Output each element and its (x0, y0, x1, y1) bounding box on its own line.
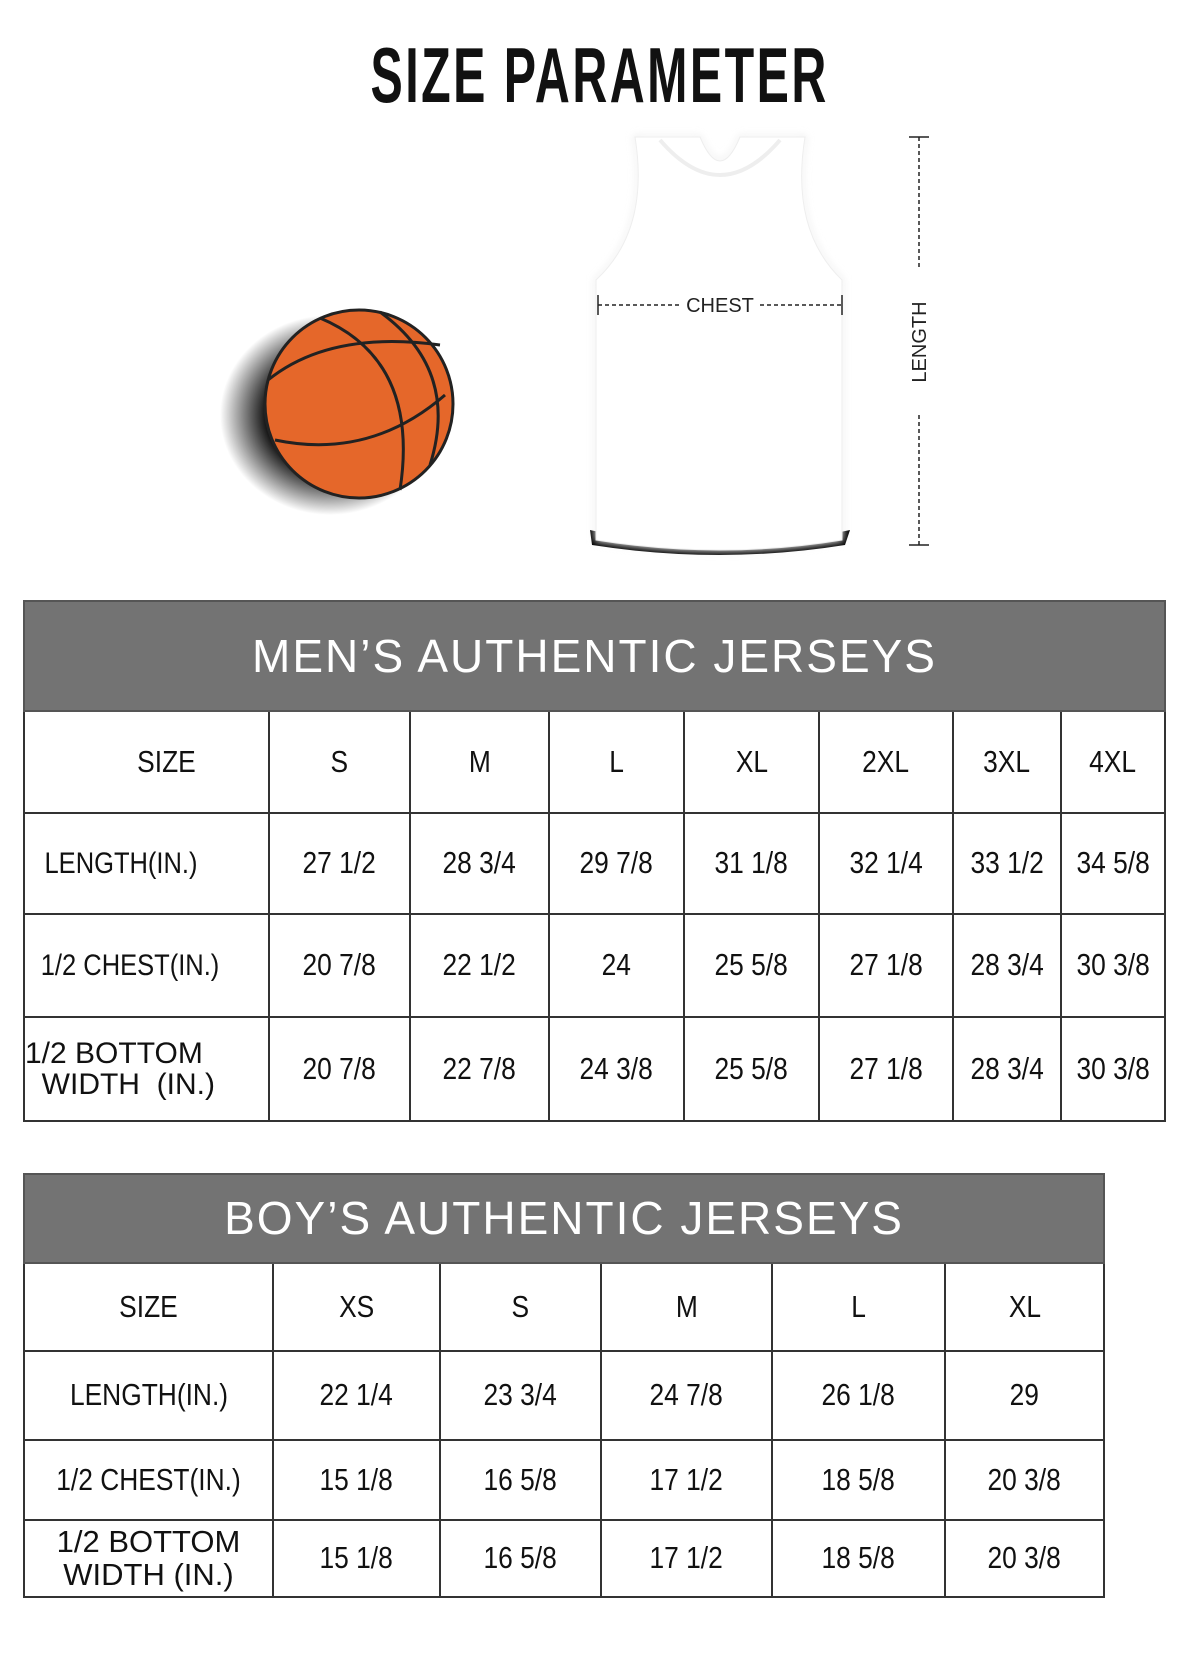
page-title: SIZE PARAMETER (370, 31, 830, 119)
header-cell: L (771, 1262, 946, 1352)
table-cell: 30 3/8 (1060, 913, 1166, 1018)
header-cell: 3XL (952, 710, 1062, 814)
table-cell: 22 1/4 (272, 1350, 441, 1441)
header-cell: XL (943, 1262, 1106, 1352)
table-cell: 26 1/8 (771, 1350, 946, 1441)
table-row: 1/2 BOTTOM WIDTH (IN.) 15 1/8 16 5/8 17 1… (23, 1519, 1106, 1598)
header-cell: L (548, 710, 685, 814)
table-cell: 17 1/2 (600, 1439, 773, 1521)
basketball-icon (220, 308, 455, 515)
header-cell: SIZE (23, 1262, 274, 1352)
table-cell: 34 5/8 (1060, 812, 1166, 915)
row-label: LENGTH(IN.) (23, 812, 270, 915)
table-cell: 30 3/8 (1060, 1016, 1166, 1122)
table-cell: 18 5/8 (771, 1519, 946, 1598)
table-cell: 22 7/8 (409, 1016, 550, 1122)
header-cell: SIZE (23, 710, 270, 814)
table-cell: 27 1/8 (818, 1016, 954, 1122)
boys-size-table: BOY’S AUTHENTIC JERSEYS SIZE XS S M L XL… (22, 1173, 1106, 1598)
boys-table-title: BOY’S AUTHENTIC JERSEYS (22, 1173, 1106, 1264)
header-cell: XS (272, 1262, 441, 1352)
table-row: 1/2 CHEST(IN.) 15 1/8 16 5/8 17 1/2 18 5… (23, 1439, 1106, 1521)
row-label: 1/2 BOTTOM WIDTH (IN.) (23, 1519, 274, 1598)
table-cell: 23 3/4 (439, 1350, 602, 1441)
table-cell: 20 7/8 (268, 913, 411, 1018)
row-label: 1/2 CHEST(IN.) (23, 1439, 274, 1521)
table-cell: 25 5/8 (683, 913, 820, 1018)
table-cell: 20 3/8 (943, 1519, 1106, 1598)
table-cell: 24 (548, 913, 685, 1018)
chest-measure: CHEST (597, 295, 843, 317)
table-cell: 31 1/8 (683, 812, 820, 915)
table-cell: 27 1/2 (268, 812, 411, 915)
jersey-icon (590, 136, 850, 555)
header-cell: 2XL (818, 710, 954, 814)
table-cell: 18 5/8 (771, 1439, 946, 1521)
table-row: 1/2 CHEST(IN.) 20 7/8 22 1/2 24 25 5/8 2… (23, 913, 1166, 1018)
table-cell: 16 5/8 (439, 1519, 602, 1598)
header-cell: 4XL (1060, 710, 1166, 814)
table-cell: 28 3/4 (952, 1016, 1062, 1122)
illustration: CHEST LENGTH (220, 136, 931, 555)
table-cell: 15 1/8 (272, 1439, 441, 1521)
row-label: 1/2 CHEST(IN.) (23, 913, 270, 1018)
table-cell: 22 1/2 (409, 913, 550, 1018)
header-cell: S (268, 710, 411, 814)
mens-size-table: MEN’S AUTHENTIC JERSEYS SIZE S M L XL 2X… (23, 600, 1166, 1122)
table-cell: 28 3/4 (409, 812, 550, 915)
chest-label: CHEST (686, 295, 754, 317)
table-cell: 29 (943, 1350, 1106, 1441)
table-cell: 24 7/8 (600, 1350, 773, 1441)
table-cell: 27 1/8 (818, 913, 954, 1018)
table-cell: 24 3/8 (548, 1016, 685, 1122)
table-cell: 20 3/8 (943, 1439, 1106, 1521)
header-cell: M (409, 710, 550, 814)
header-cell: XL (683, 710, 820, 814)
row-label: LENGTH(IN.) (23, 1350, 274, 1441)
table-header-row: SIZE S M L XL 2XL 3XL 4XL (23, 710, 1166, 814)
table-row: LENGTH(IN.) 27 1/2 28 3/4 29 7/8 31 1/8 … (23, 812, 1166, 915)
table-row: LENGTH(IN.) 22 1/4 23 3/4 24 7/8 26 1/8 … (23, 1350, 1106, 1441)
table-cell: 28 3/4 (952, 913, 1062, 1018)
table-cell: 29 7/8 (548, 812, 685, 915)
table-cell: 20 7/8 (268, 1016, 411, 1122)
table-cell: 32 1/4 (818, 812, 954, 915)
table-cell: 16 5/8 (439, 1439, 602, 1521)
header-cell: S (439, 1262, 602, 1352)
length-label: LENGTH (909, 301, 931, 382)
row-label: 1/2 BOTTOM WIDTH (IN.) (23, 1016, 270, 1122)
table-cell: 33 1/2 (952, 812, 1062, 915)
table-header-row: SIZE XS S M L XL (23, 1262, 1106, 1352)
length-measure: LENGTH (909, 136, 931, 546)
table-row: 1/2 BOTTOM WIDTH (IN.) 20 7/8 22 7/8 24 … (23, 1016, 1166, 1122)
table-cell: 25 5/8 (683, 1016, 820, 1122)
mens-table-title: MEN’S AUTHENTIC JERSEYS (23, 600, 1166, 712)
header-cell: M (600, 1262, 773, 1352)
table-cell: 17 1/2 (600, 1519, 773, 1598)
table-cell: 15 1/8 (272, 1519, 441, 1598)
